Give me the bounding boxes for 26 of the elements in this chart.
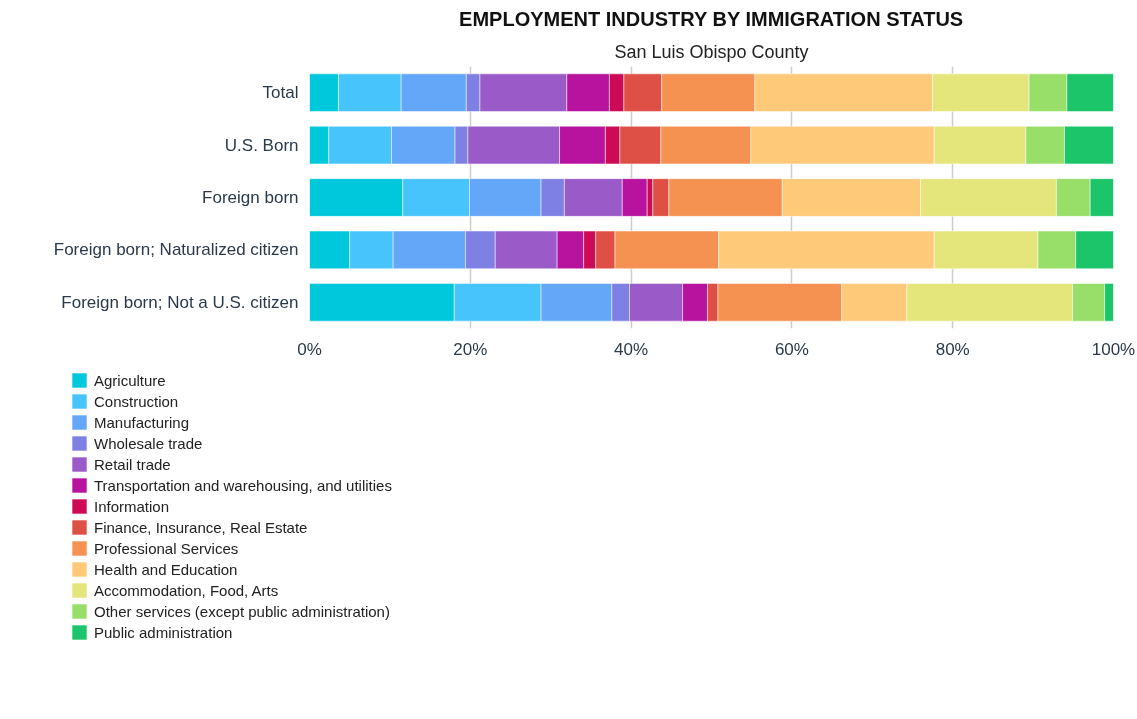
legend-label: Retail trade bbox=[94, 455, 171, 473]
legend-label: Finance, Insurance, Real Estate bbox=[94, 518, 308, 536]
legend-label: Professional Services bbox=[94, 539, 239, 557]
legend-label: Construction bbox=[94, 392, 179, 410]
legend-label: Transportation and warehousing, and utilities bbox=[94, 476, 392, 494]
y-tick-label: Total bbox=[262, 83, 299, 103]
x-tick-label: 100% bbox=[1091, 339, 1136, 359]
legend-label: Accommodation, Food, Arts bbox=[94, 581, 279, 599]
y-tick-label: U.S. Born bbox=[224, 135, 299, 155]
legend-label: Wholesale trade bbox=[94, 434, 203, 452]
legend-label: Other services (except public administration) bbox=[94, 602, 390, 620]
legend-label: Health and Education bbox=[94, 560, 238, 578]
x-tick-label: 40% bbox=[614, 339, 649, 359]
chart-title: EMPLOYMENT INDUSTRY BY IMMIGRATION STATUS bbox=[459, 7, 964, 30]
y-tick-label: Foreign born; Not a U.S. citizen bbox=[61, 292, 299, 312]
y-tick-label: Foreign born; Naturalized citizen bbox=[53, 240, 299, 260]
x-tick-label: 80% bbox=[935, 339, 970, 359]
chart-subtitle: San Luis Obispo County bbox=[614, 41, 809, 62]
x-tick-label: 20% bbox=[453, 339, 488, 359]
legend-label: Manufacturing bbox=[94, 413, 190, 431]
legend-label: Agriculture bbox=[94, 371, 166, 389]
x-tick-label: 60% bbox=[774, 339, 809, 359]
y-tick-label: Foreign born bbox=[202, 188, 299, 207]
legend-label: Public administration bbox=[94, 623, 233, 641]
x-tick-label: 0% bbox=[297, 339, 322, 359]
legend-label: Information bbox=[94, 497, 170, 515]
